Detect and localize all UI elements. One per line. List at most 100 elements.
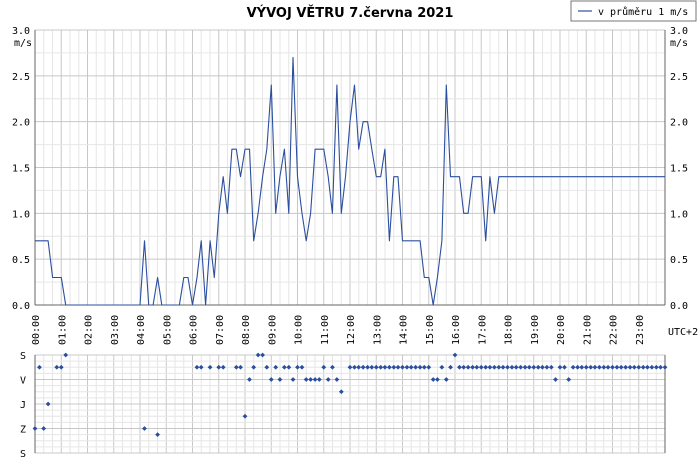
direction-point <box>255 352 261 358</box>
direction-point <box>487 364 493 370</box>
direction-point <box>63 352 69 358</box>
direction-point <box>386 364 392 370</box>
direction-point <box>618 364 624 370</box>
x-tick-label: 09:00 <box>267 315 278 345</box>
direction-point <box>303 377 309 382</box>
direction-point <box>404 364 410 370</box>
direction-point <box>281 364 287 370</box>
direction-point <box>308 377 314 382</box>
direction-point <box>233 364 239 370</box>
direction-point <box>373 364 379 370</box>
direction-point <box>334 377 340 382</box>
x-tick-label: 22:00 <box>609 315 620 345</box>
direction-point <box>216 364 222 370</box>
direction-point <box>544 364 550 370</box>
direction-point <box>238 364 243 370</box>
unit-label-left: m/s <box>14 38 32 49</box>
y-tick-label-left: 1.0 <box>12 209 30 220</box>
direction-point <box>605 364 611 370</box>
direction-point <box>194 364 200 370</box>
direction-point <box>645 364 650 370</box>
direction-tick-label: Z <box>20 425 26 436</box>
y-tick-label-left: 2.0 <box>12 118 30 129</box>
y-tick-label-right: 1.5 <box>670 164 688 175</box>
unit-label-right: m/s <box>670 38 688 49</box>
timezone-label: UTC+2 <box>668 327 698 338</box>
direction-point <box>247 377 252 382</box>
x-tick-label: 03:00 <box>110 315 121 345</box>
direction-tick-label: S <box>20 351 26 362</box>
x-tick-label: 10:00 <box>294 315 305 345</box>
x-tick-label: 11:00 <box>320 315 331 345</box>
direction-point <box>41 426 47 431</box>
direction-point <box>566 377 572 382</box>
direction-point <box>636 364 642 370</box>
direction-point <box>610 364 615 370</box>
y-tick-label-right: 0.5 <box>670 255 688 266</box>
direction-point <box>575 364 580 370</box>
direction-point <box>465 364 471 370</box>
direction-point <box>321 364 327 370</box>
direction-point <box>391 364 397 370</box>
direction-point <box>478 364 484 370</box>
direction-point <box>662 364 668 370</box>
y-tick-label-left: 3.0 <box>12 26 30 37</box>
x-tick-label: 07:00 <box>215 315 226 345</box>
direction-point <box>588 364 594 370</box>
direction-point <box>338 389 344 395</box>
y-tick-label-right: 1.0 <box>670 209 688 220</box>
direction-point <box>417 364 423 370</box>
direction-point <box>627 364 633 370</box>
direction-point <box>505 364 510 370</box>
direction-point <box>330 364 335 370</box>
direction-point <box>557 364 563 370</box>
direction-point <box>365 364 370 370</box>
direction-point <box>207 364 213 370</box>
direction-point <box>155 432 160 438</box>
direction-point <box>452 352 458 358</box>
direction-point <box>264 364 270 370</box>
direction-point <box>553 377 558 382</box>
direction-point <box>601 364 607 370</box>
direction-point <box>198 364 204 370</box>
direction-tick-label: J <box>20 400 26 411</box>
chart-title: VÝVOJ VĚTRU 7.června 2021 <box>247 5 454 21</box>
direction-point <box>421 364 427 370</box>
x-tick-label: 20:00 <box>556 315 567 345</box>
x-tick-label: 12:00 <box>346 315 357 345</box>
direction-point <box>220 364 226 370</box>
direction-point <box>426 364 432 370</box>
x-tick-label: 00:00 <box>31 315 42 345</box>
wind-speed-line <box>35 56 665 306</box>
direction-point <box>579 364 585 370</box>
x-tick-label: 05:00 <box>162 315 173 345</box>
direction-point <box>37 364 42 370</box>
direction-point <box>583 364 589 370</box>
direction-point <box>142 426 147 431</box>
direction-point <box>640 364 646 370</box>
direction-point <box>457 364 462 370</box>
x-tick-label: 06:00 <box>189 315 200 345</box>
x-tick-label: 01:00 <box>57 315 68 345</box>
direction-point <box>299 364 305 370</box>
direction-point <box>522 364 528 370</box>
legend-box <box>570 0 697 22</box>
x-tick-label: 13:00 <box>372 315 383 345</box>
direction-point <box>509 364 515 370</box>
direction-point <box>470 364 475 370</box>
direction-point <box>562 364 567 370</box>
direction-point <box>596 364 602 370</box>
direction-point <box>352 364 357 370</box>
x-tick-label: 02:00 <box>84 315 95 345</box>
direction-point <box>268 377 274 382</box>
x-tick-label: 17:00 <box>477 315 488 345</box>
direction-point <box>251 364 257 370</box>
x-tick-label: 08:00 <box>241 315 252 345</box>
direction-point <box>614 364 620 370</box>
direction-point <box>483 364 489 370</box>
direction-point <box>360 364 366 370</box>
speed-panel: 0.0 0.0 0.5 0.5 1.0 1.0 1.5 1.5 2.0 2.0 2.5 2.5 3.0 3… <box>12 26 698 345</box>
direction-point <box>631 364 637 370</box>
direction-point <box>395 364 401 370</box>
